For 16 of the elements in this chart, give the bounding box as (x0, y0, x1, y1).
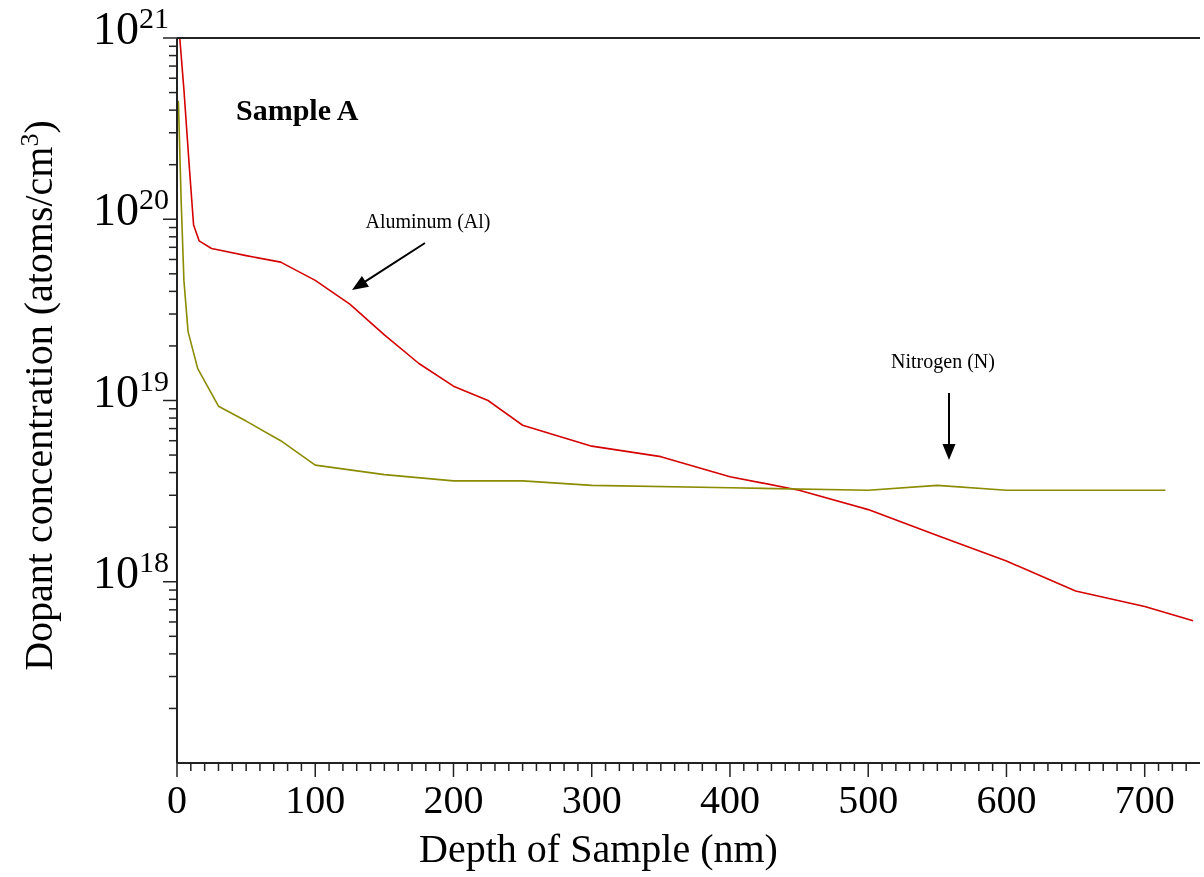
x-tick-label: 500 (838, 777, 899, 822)
annotation: Nitrogen (N) (891, 350, 995, 373)
x-axis-title: Depth of Sample (nm) (419, 826, 778, 871)
x-tick-label: 0 (167, 777, 187, 822)
x-tick-label: 300 (561, 777, 622, 822)
annotation: Aluminum (Al) (365, 210, 491, 233)
x-tick-label: 600 (976, 777, 1037, 822)
y-tick-label: 10$^{20}$ (93, 181, 169, 236)
y-tick-label: 10$^{18}$ (93, 544, 169, 598)
y-tick-label: 10$^{21}$ (93, 0, 169, 54)
x-tick-label: 100 (285, 777, 346, 822)
x-tick-label: 700 (1114, 777, 1175, 822)
y-tick-label: 10$^{19}$ (93, 363, 169, 417)
x-tick-label: 200 (423, 777, 484, 822)
text: Sample A (236, 93, 359, 126)
x-tick-label: 400 (699, 777, 760, 822)
